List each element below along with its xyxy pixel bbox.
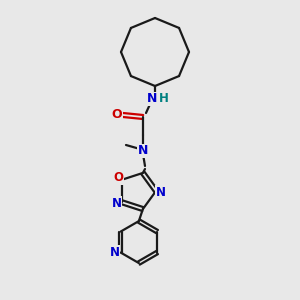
- Text: O: O: [112, 107, 122, 121]
- Text: N: N: [112, 197, 122, 210]
- Text: N: N: [156, 185, 166, 199]
- Text: O: O: [114, 171, 124, 184]
- Text: H: H: [159, 92, 169, 106]
- Text: N: N: [110, 246, 120, 259]
- Text: N: N: [138, 145, 148, 158]
- Text: N: N: [147, 92, 157, 106]
